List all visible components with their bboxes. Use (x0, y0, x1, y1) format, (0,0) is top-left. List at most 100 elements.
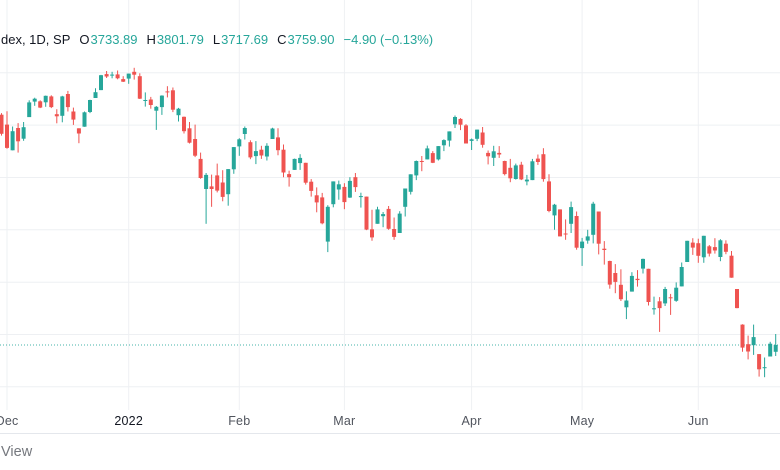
candle (701, 235, 706, 263)
candle (569, 201, 574, 233)
axis-separator-line (0, 433, 780, 434)
candle (292, 158, 297, 170)
candle (132, 67, 137, 80)
candle (231, 147, 236, 174)
candle (237, 138, 242, 156)
candle (0, 113, 4, 136)
candle (624, 291, 629, 320)
candle (458, 118, 463, 131)
candle (259, 145, 264, 159)
candle (635, 270, 640, 287)
candle (93, 88, 98, 98)
candle (740, 324, 745, 352)
candle (712, 238, 717, 254)
candle (602, 241, 607, 265)
candle (392, 217, 397, 240)
candle (170, 87, 175, 113)
candle (253, 141, 258, 165)
candle (99, 74, 103, 91)
candle (21, 122, 26, 141)
candle (696, 238, 701, 263)
candle (674, 282, 679, 302)
candle (497, 146, 502, 158)
candle (154, 106, 159, 130)
candle (121, 76, 126, 82)
candle (309, 179, 314, 197)
candle (88, 99, 92, 114)
candle (347, 177, 352, 198)
candle (303, 162, 308, 185)
candle (76, 128, 81, 144)
candle (524, 174, 529, 186)
chart-plot-area[interactable] (0, 0, 780, 410)
candle (574, 211, 579, 250)
time-axis-label: 2022 (114, 414, 143, 428)
candle (668, 293, 673, 315)
candlestick-chart[interactable] (0, 0, 780, 410)
candle (165, 86, 170, 98)
candle (27, 100, 32, 118)
time-axis-label: Feb (228, 414, 251, 428)
candle (226, 169, 231, 206)
candle (82, 111, 87, 127)
candle (718, 239, 723, 262)
candle (5, 111, 9, 149)
time-axis-label: Mar (333, 414, 356, 428)
candle (220, 170, 225, 202)
candle (264, 143, 269, 161)
candle (242, 126, 247, 140)
candle (325, 205, 330, 253)
candle (314, 187, 319, 213)
symbol-title[interactable]: dex, 1D, SP (1, 32, 71, 47)
candle (193, 124, 198, 158)
candle (16, 123, 21, 153)
candle (663, 286, 668, 306)
ohlc-low: L3717.69 (213, 32, 268, 48)
candle (276, 128, 280, 156)
candle (320, 192, 325, 225)
candle (54, 109, 59, 124)
candle (403, 188, 408, 217)
candle (486, 150, 491, 165)
candle (408, 174, 413, 195)
ohlc-high: H3801.79 (147, 32, 204, 48)
candle (215, 163, 220, 193)
ohlc-value: 3801.79 (156, 32, 204, 47)
candle (552, 203, 557, 230)
tradingview-watermark[interactable]: View (1, 444, 33, 460)
candle (71, 107, 76, 125)
candle (32, 97, 37, 106)
candle (370, 209, 374, 241)
candle (10, 126, 15, 151)
ohlc-close: C3759.90 (277, 32, 334, 48)
candle (547, 174, 551, 213)
time-axis-label: May (570, 414, 595, 428)
ohlc-value: 3733.89 (90, 32, 138, 47)
candle (104, 71, 109, 78)
candle (198, 152, 203, 179)
candle (187, 122, 192, 144)
candle (414, 160, 419, 181)
candle (541, 148, 546, 182)
candle (508, 158, 513, 183)
candle (159, 95, 164, 115)
ohlc-letter: O (79, 32, 90, 47)
ohlc-value: 3717.69 (221, 32, 269, 47)
candle (641, 258, 645, 274)
candle (685, 240, 690, 262)
candle (469, 138, 474, 150)
candle (563, 219, 568, 240)
candle (287, 170, 292, 187)
candle (425, 145, 430, 160)
candle (580, 237, 585, 266)
candle (447, 131, 452, 147)
candle (331, 181, 336, 208)
candle (502, 160, 507, 176)
time-axis-label: Dec (0, 414, 19, 428)
candle (110, 71, 115, 79)
candle (176, 107, 181, 122)
candle (126, 73, 131, 84)
ohlc-letter: H (146, 32, 156, 47)
candle (729, 251, 734, 278)
time-axis[interactable]: Dec 2022 Feb Mar Apr May Jun (0, 410, 780, 433)
